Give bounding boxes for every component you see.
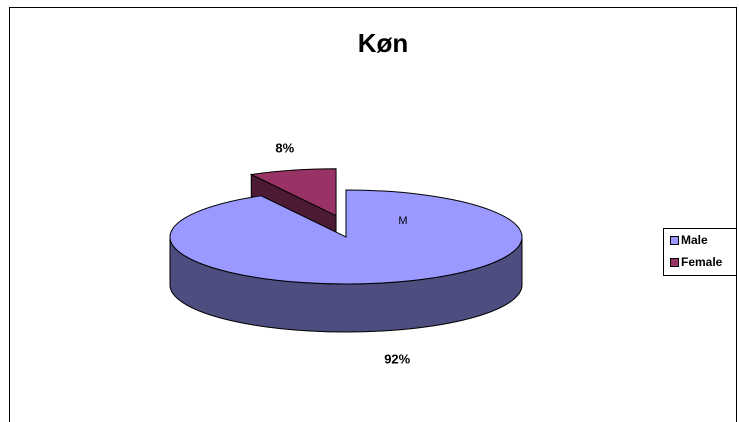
slice-annotation: M [398,215,407,227]
slice-top [249,168,337,217]
legend-label: Female [681,255,723,269]
legend-box [663,228,737,276]
data-label: 92% [384,351,410,366]
legend-swatch [670,258,679,267]
legend-label: Male [681,233,708,247]
data-label: 8% [275,140,294,155]
legend-swatch [670,236,679,245]
slice-top [169,189,523,285]
chart-title: Køn [358,28,409,58]
